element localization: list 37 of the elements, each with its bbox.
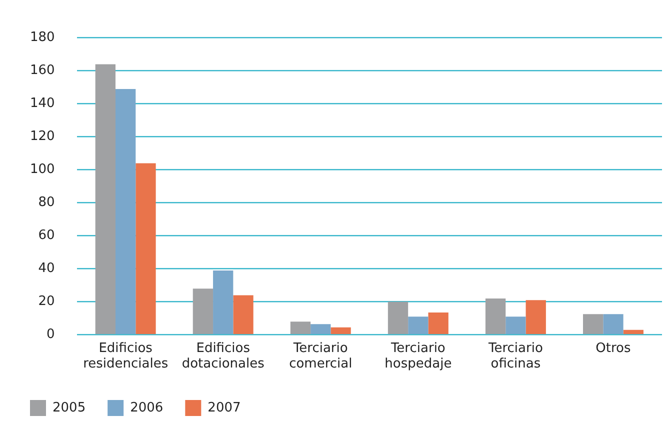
bar — [526, 300, 546, 334]
y-tick-label: 120 — [30, 129, 55, 144]
bar — [330, 327, 351, 334]
y-tick-label: 160 — [30, 63, 55, 78]
y-tick-label: 60 — [38, 228, 55, 244]
bar — [192, 288, 214, 334]
y-tick-label: 180 — [30, 30, 55, 46]
y-tick-label: 140 — [30, 96, 55, 112]
x-tick-label: Terciario comercial — [289, 340, 352, 372]
x-tick-label: Terciario oficinas — [487, 340, 543, 372]
x-tick-label: Otros — [596, 340, 632, 356]
bar — [428, 312, 448, 334]
x-tick-label: Terciario hospedaje — [384, 340, 452, 372]
bar — [408, 316, 428, 334]
x-tick-label: Edificios dotacionales — [182, 340, 265, 372]
y-tick-label: 0 — [46, 327, 55, 342]
bar — [485, 298, 506, 334]
bar — [213, 270, 234, 334]
bar — [233, 295, 254, 334]
legend-label: 2005 — [52, 400, 86, 416]
y-tick-label: 40 — [38, 261, 55, 276]
bar — [603, 314, 624, 334]
bar — [388, 302, 408, 334]
x-tick-label: Edificios residenciales — [83, 340, 168, 372]
bar — [623, 330, 644, 334]
legend-label: 2007 — [208, 400, 241, 416]
y-tick-label: 80 — [38, 195, 55, 210]
y-tick-label: 20 — [38, 294, 55, 310]
bar — [583, 314, 604, 334]
bar — [310, 324, 331, 334]
legend-label: 2006 — [130, 400, 164, 416]
bar — [290, 322, 311, 334]
bar — [506, 316, 526, 334]
bar — [116, 88, 136, 334]
bar — [136, 163, 156, 334]
y-tick-label: 100 — [30, 162, 55, 178]
bar — [95, 64, 116, 334]
